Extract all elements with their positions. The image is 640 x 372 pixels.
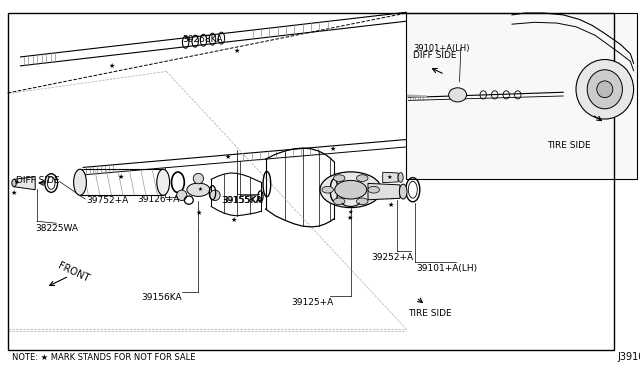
Text: NOTE: ★ MARK STANDS FOR NOT FOR SALE: NOTE: ★ MARK STANDS FOR NOT FOR SALE [12,353,195,362]
Ellipse shape [596,81,613,97]
Text: ★: ★ [387,174,392,180]
Ellipse shape [398,173,403,182]
Circle shape [356,198,368,205]
Circle shape [335,180,367,199]
Circle shape [333,198,345,205]
Text: ★: ★ [330,146,336,152]
Text: ★: ★ [234,48,240,54]
Text: TIRE SIDE: TIRE SIDE [408,309,452,318]
Text: ★: ★ [230,217,237,223]
Text: 39155KA: 39155KA [223,196,263,205]
Text: 39155KA: 39155KA [221,196,261,205]
Ellipse shape [210,190,220,201]
Text: FRONT: FRONT [56,261,91,284]
Ellipse shape [177,190,187,201]
Text: ★: ★ [109,62,115,68]
Text: ★: ★ [197,187,202,192]
Text: DIFF SIDE: DIFF SIDE [413,51,456,60]
Ellipse shape [588,70,622,109]
Text: TIRE SIDE: TIRE SIDE [547,141,591,150]
Polygon shape [368,183,400,200]
Text: 39125+A: 39125+A [291,298,333,307]
Text: ★: ★ [11,190,17,196]
Text: ★: ★ [224,154,230,160]
Text: ★: ★ [117,174,124,180]
Text: ★: ★ [195,210,202,216]
Text: 39156KA: 39156KA [141,293,181,302]
Ellipse shape [576,60,634,119]
Ellipse shape [399,184,407,199]
Text: 39268KA: 39268KA [182,35,223,44]
Circle shape [356,175,368,182]
Text: 39101+A(LH): 39101+A(LH) [413,44,469,53]
Ellipse shape [12,179,17,187]
Text: ★: ★ [348,209,353,215]
Text: ★: ★ [387,202,394,208]
Ellipse shape [193,173,204,184]
Circle shape [322,186,333,193]
Ellipse shape [74,169,86,195]
Text: DIFF SIDE: DIFF SIDE [16,176,60,185]
Text: 39252+A: 39252+A [371,253,413,262]
Text: 38225WA: 38225WA [35,224,78,233]
Text: 39752+A: 39752+A [86,196,129,205]
Text: ★: ★ [14,180,19,185]
Bar [406,13,637,179]
Text: 39101+A(LH): 39101+A(LH) [416,264,477,273]
Ellipse shape [157,169,170,195]
Text: 39126+A: 39126+A [138,195,180,203]
Circle shape [187,183,210,196]
Circle shape [320,172,381,208]
Text: ★: ★ [347,215,353,221]
Circle shape [368,186,380,193]
Circle shape [333,175,345,182]
Polygon shape [14,177,35,190]
Polygon shape [383,172,398,183]
Text: J391020P: J391020P [618,352,640,362]
Ellipse shape [449,88,467,102]
